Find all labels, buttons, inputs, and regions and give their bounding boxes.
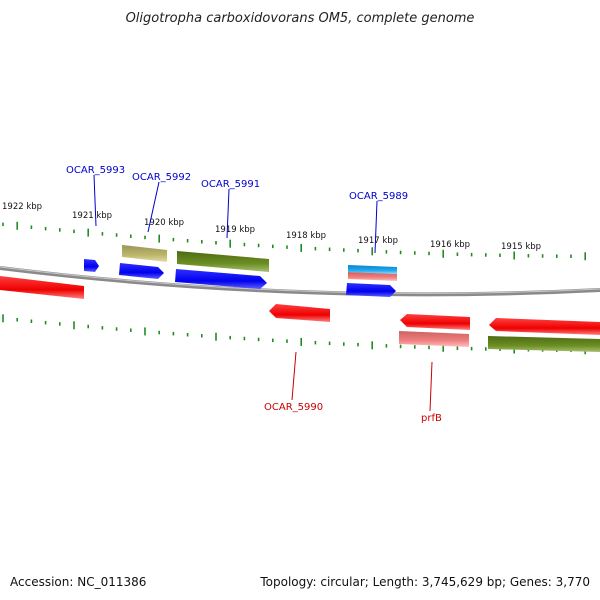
chromosome-backbone-highlight: [0, 266, 600, 294]
scale-label-1915: 1915 kbp: [501, 242, 541, 252]
gene-ocar-5989-cyan[interactable]: [348, 265, 397, 274]
gene-ocar-5989-arrow[interactable]: [346, 283, 396, 297]
leader-ocar-5992: [147, 181, 160, 233]
gene-prfb-pink[interactable]: [399, 331, 469, 347]
scale-label-1918: 1918 kbp: [286, 231, 326, 241]
gene-ocar-5993-arrow[interactable]: [84, 259, 99, 272]
accession-text: Accession: NC_011386: [10, 575, 147, 589]
leader-ocar-5989: [374, 200, 378, 254]
label-ocar-5991[interactable]: OCAR_5991: [201, 179, 260, 190]
gene-ocar-5992-arrow[interactable]: [119, 263, 164, 279]
gene-right-red-arrow[interactable]: [489, 318, 600, 335]
map-title: Oligotropha carboxidovorans OM5, complet…: [126, 11, 475, 26]
topology-text: Topology: circular; Length: 3,745,629 bp…: [260, 575, 590, 589]
gene-khaki-feature[interactable]: [122, 245, 167, 262]
label-ocar-5993[interactable]: OCAR_5993: [66, 165, 125, 176]
scale-label-1921: 1921 kbp: [72, 211, 112, 221]
scale-labels: 1922 kbp 1921 kbp 1920 kbp 1919 kbp 1918…: [2, 202, 541, 252]
scale-label-1922: 1922 kbp: [2, 202, 42, 212]
gene-olive-feature[interactable]: [177, 251, 269, 272]
chromosome-backbone: [0, 266, 600, 297]
gene-left-red-arrow[interactable]: [0, 276, 84, 299]
label-prfb[interactable]: prfB: [421, 413, 442, 424]
gene-labels: OCAR_5993 OCAR_5992 OCAR_5991 OCAR_5989 …: [66, 165, 442, 424]
leader-ocar-5993: [93, 174, 97, 227]
leader-prfb: [429, 361, 433, 412]
upper-tick-track: [2, 221, 587, 261]
label-ocar-5992[interactable]: OCAR_5992: [132, 172, 191, 183]
gene-ocar-5989-pink[interactable]: [348, 272, 397, 281]
label-leaders: [93, 174, 433, 412]
scale-label-1920: 1920 kbp: [144, 218, 184, 228]
gene-right-olive-feature[interactable]: [488, 336, 600, 352]
leader-ocar-5991: [226, 188, 230, 239]
reverse-strand-genes: [0, 276, 600, 352]
forward-strand-genes: [84, 245, 397, 297]
scale-label-1916: 1916 kbp: [430, 240, 470, 250]
gene-ocar-5991-arrow[interactable]: [175, 269, 267, 289]
gene-ocar-5990-arrow[interactable]: [269, 304, 330, 322]
scale-label-1919: 1919 kbp: [215, 225, 255, 235]
label-ocar-5989[interactable]: OCAR_5989: [349, 191, 408, 202]
gene-prfb-red-arrow[interactable]: [400, 314, 470, 330]
scale-label-1917: 1917 kbp: [358, 236, 398, 246]
label-ocar-5990[interactable]: OCAR_5990: [264, 402, 323, 413]
leader-ocar-5990: [291, 351, 297, 401]
